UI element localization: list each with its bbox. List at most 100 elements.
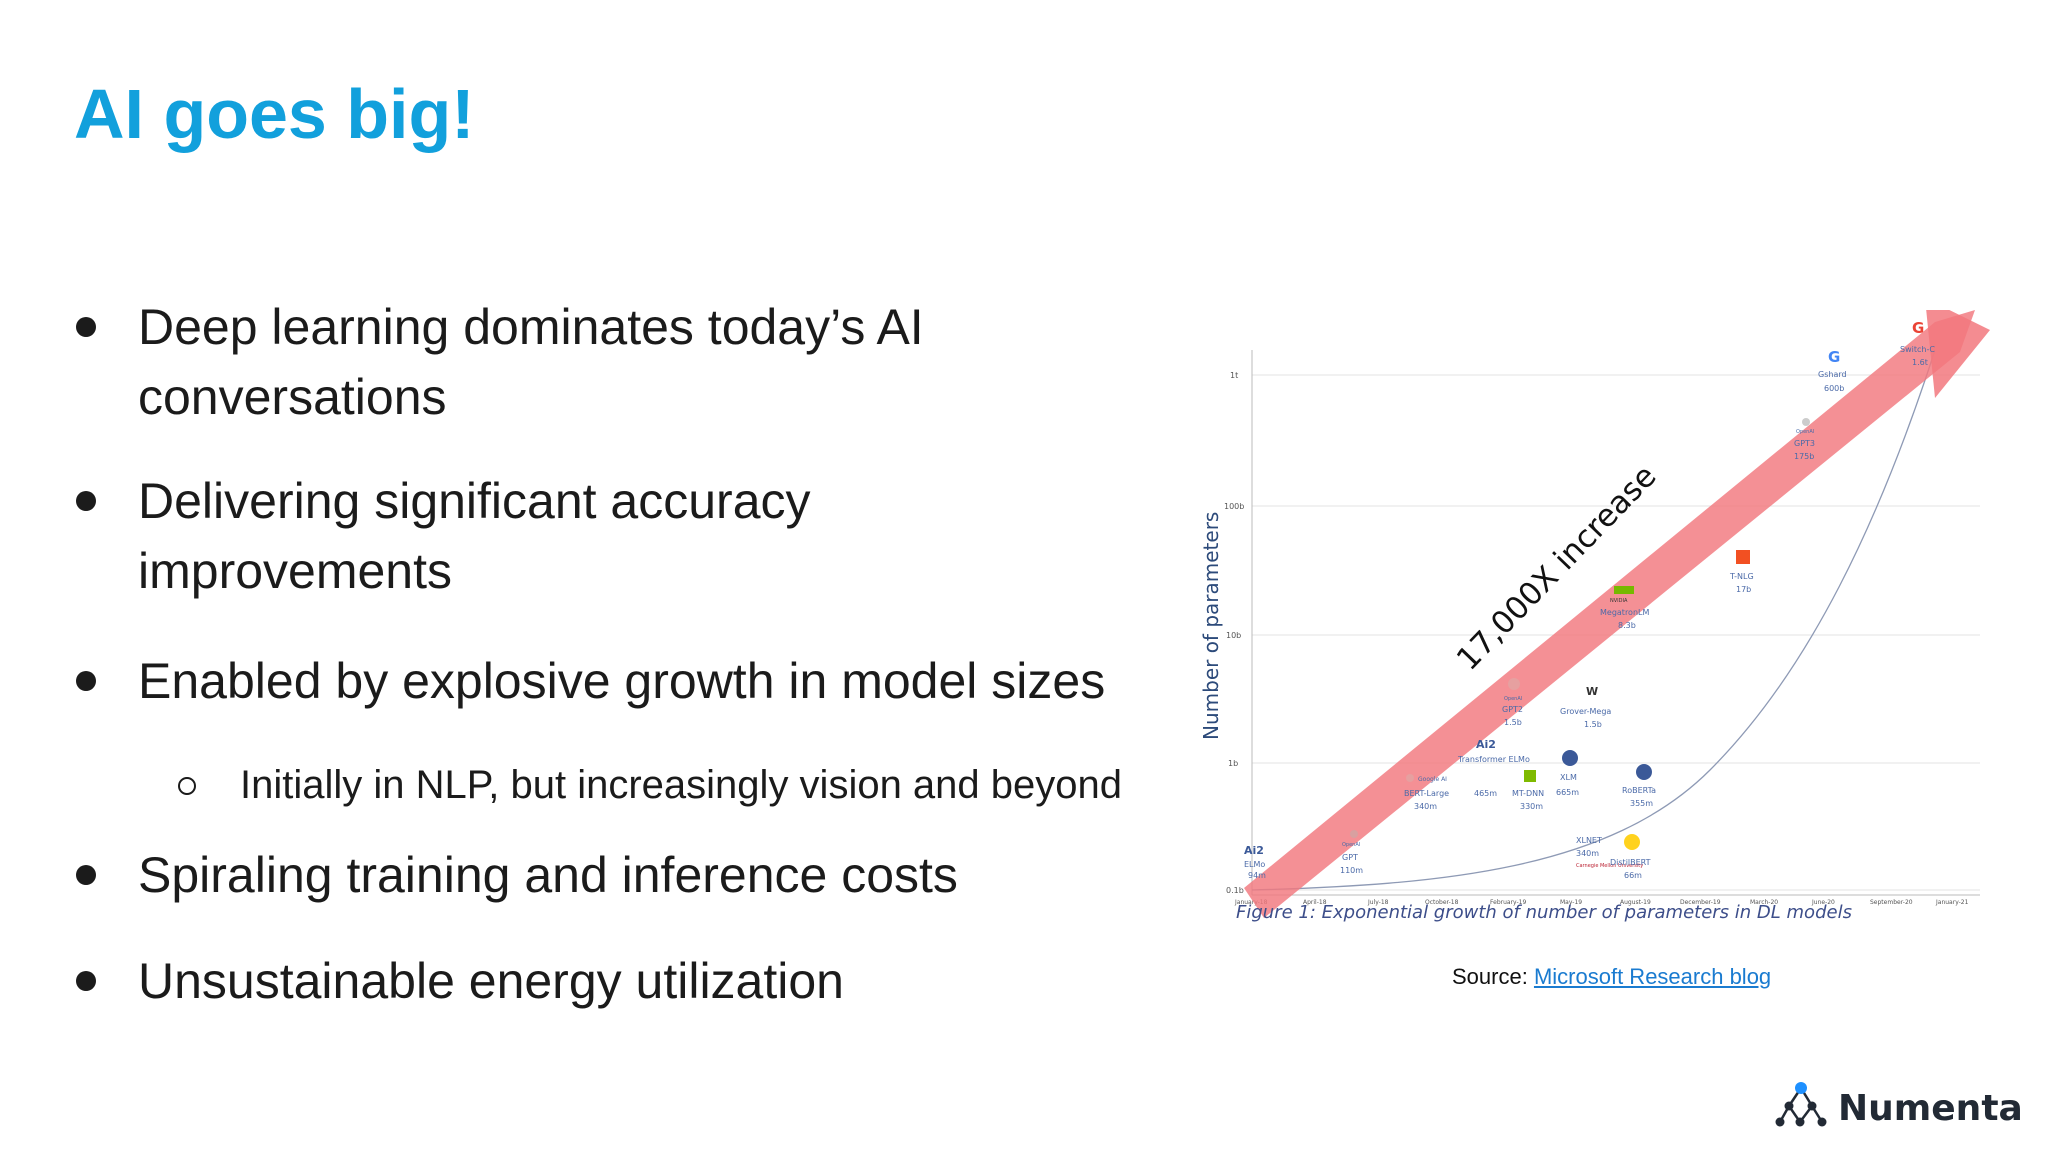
model-label-t-nlg: T-NLG 17b (1729, 550, 1754, 594)
svg-text:OpenAI: OpenAI (1796, 429, 1814, 435)
svg-text:RoBERTa: RoBERTa (1622, 786, 1656, 795)
x-tick-label: August-19 (1620, 899, 1651, 906)
model-label-transformer-elmo: Ai2 Transformer ELMo 465m (1457, 738, 1530, 798)
x-tick-label: February-19 (1490, 899, 1526, 906)
svg-text:1.5b: 1.5b (1504, 718, 1522, 727)
svg-text:Google AI: Google AI (1418, 776, 1447, 783)
source-line: Source: Microsoft Research blog (1452, 964, 1771, 990)
model-label-elmo: Ai2 ELMo 94m (1244, 844, 1266, 880)
svg-text:465m: 465m (1474, 789, 1497, 798)
sub-bullet-text: Initially in NLP, but increasingly visio… (240, 763, 1123, 807)
y-tick-label: 1b (1228, 759, 1238, 768)
svg-text:8.3b: 8.3b (1618, 621, 1636, 630)
bullet-line: Deep learning dominates today’s AI (138, 299, 924, 355)
svg-text:Grover-Mega: Grover-Mega (1560, 707, 1611, 716)
x-tick-label: May-19 (1560, 899, 1582, 906)
model-label-gpt3: OpenAI GPT3 175b (1794, 418, 1815, 461)
model-label-gpt: OpenAI GPT 110m (1340, 830, 1363, 875)
bullet-text: Enabled by explosive growth in model siz… (138, 653, 1106, 709)
y-tick-label: 0.1b (1226, 886, 1244, 895)
svg-text:BERT-Large: BERT-Large (1404, 789, 1449, 798)
svg-text:DistilBERT: DistilBERT (1610, 858, 1651, 867)
model-size-figure: 1t 100b 10b 1b 0.1b January-18 April-18 … (1190, 310, 1990, 950)
svg-text:330m: 330m (1520, 802, 1543, 811)
logo-wordmark: Numenta (1838, 1088, 2023, 1129)
bullet-line: conversations (138, 369, 447, 425)
svg-text:1.5b: 1.5b (1584, 720, 1602, 729)
svg-text:340m: 340m (1414, 802, 1437, 811)
svg-text:66m: 66m (1624, 871, 1642, 880)
model-label-grover-mega: W Grover-Mega 1.5b (1560, 685, 1611, 729)
bullet-dot (76, 317, 96, 337)
svg-text:Ai2: Ai2 (1244, 844, 1264, 857)
svg-text:1.6t: 1.6t (1912, 358, 1928, 367)
x-tick-label: January-18 (1234, 899, 1268, 906)
svg-text:G: G (1912, 319, 1924, 337)
figure-canvas: 1t 100b 10b 1b 0.1b January-18 April-18 … (1199, 310, 1990, 918)
y-tick-label: 10b (1226, 631, 1241, 640)
svg-text:ELMo: ELMo (1244, 860, 1265, 869)
gridlines (1252, 374, 1980, 891)
svg-text:XLNET: XLNET (1576, 836, 1602, 845)
arrow-body (1244, 310, 1975, 918)
svg-text:NVIDIA: NVIDIA (1610, 598, 1628, 604)
x-tick-label: December-19 (1680, 899, 1721, 906)
source-link[interactable]: Microsoft Research blog (1533, 964, 1772, 989)
bullet-text: Spiraling training and inference costs (138, 847, 958, 903)
slide-title: AI goes big! (74, 75, 475, 153)
x-tick-label: March-20 (1750, 899, 1778, 906)
model-label-megatronlm: NVIDIA MegatronLM 8.3b (1600, 586, 1649, 630)
growth-curve (1251, 349, 1936, 891)
svg-text:665m: 665m (1556, 788, 1579, 797)
svg-text:Carnegie Mellon University: Carnegie Mellon University (1576, 863, 1643, 869)
model-label-mt-dnn: MT-DNN 330m (1512, 770, 1544, 811)
model-label-gshard: G Gshard 600b (1818, 348, 1847, 393)
svg-text:Transformer ELMo: Transformer ELMo (1457, 755, 1530, 764)
svg-text:17b: 17b (1736, 585, 1751, 594)
x-tick-label: June-20 (1811, 899, 1835, 906)
x-tick-label: October-18 (1425, 899, 1459, 906)
x-tick-label: July-18 (1367, 899, 1389, 906)
bullet-text: Deep learning dominates today’s AI conve… (138, 292, 1198, 432)
sub-bullet-ring (178, 777, 196, 795)
figure-caption: Figure 1: Exponential growth of number o… (1236, 902, 1852, 923)
model-label-xlm: XLM 665m (1556, 750, 1579, 797)
svg-text:110m: 110m (1340, 866, 1363, 875)
y-axis-title: Number of parameters (1199, 512, 1223, 740)
x-tick-label: January-21 (1935, 899, 1969, 906)
svg-text:355m: 355m (1630, 799, 1653, 808)
svg-text:G: G (1828, 348, 1840, 366)
model-annotations: Ai2 ELMo 94m OpenAI GPT 110m Google AI B… (1244, 319, 1935, 880)
svg-text:GPT: GPT (1342, 853, 1358, 862)
svg-text:MegatronLM: MegatronLM (1600, 608, 1649, 617)
growth-arrow (1244, 310, 1990, 918)
model-label-xlnet: XLNET 340m Carnegie Mellon University (1576, 836, 1643, 869)
y-tick-label: 100b (1224, 502, 1244, 511)
y-tick-labels: 1t 100b 10b 1b 0.1b (1224, 371, 1244, 895)
svg-text:XLM: XLM (1560, 773, 1577, 782)
model-label-switch-c: G Switch-C 1.6t (1900, 319, 1935, 367)
bullet-dot (76, 865, 96, 885)
model-label-bert-large: Google AI BERT-Large 340m (1404, 774, 1449, 811)
model-label-roberta: RoBERTa 355m (1622, 764, 1656, 808)
model-label-distilbert: DistilBERT 66m (1610, 834, 1651, 880)
bullet-dot (76, 491, 96, 511)
svg-text:Switch-C: Switch-C (1900, 345, 1935, 354)
bullet-dot (76, 671, 96, 691)
svg-text:340m: 340m (1576, 849, 1599, 858)
svg-text:175b: 175b (1794, 452, 1814, 461)
bullet-line: Delivering significant accuracy (138, 473, 811, 529)
x-tick-label: April-18 (1303, 899, 1327, 906)
svg-text:94m: 94m (1248, 871, 1266, 880)
svg-text:OpenAI: OpenAI (1342, 842, 1360, 848)
svg-text:MT-DNN: MT-DNN (1512, 789, 1544, 798)
svg-text:GPT2: GPT2 (1502, 705, 1523, 714)
bullet-dot (76, 971, 96, 991)
svg-text:Gshard: Gshard (1818, 370, 1847, 379)
model-label-gpt2: OpenAI GPT2 1.5b (1502, 678, 1523, 727)
source-prefix: Source: (1452, 964, 1528, 989)
x-tick-label: September-20 (1870, 899, 1913, 906)
svg-text:600b: 600b (1824, 384, 1844, 393)
svg-text:W: W (1586, 685, 1598, 698)
